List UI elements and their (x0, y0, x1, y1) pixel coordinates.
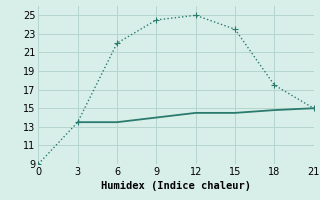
X-axis label: Humidex (Indice chaleur): Humidex (Indice chaleur) (101, 181, 251, 191)
